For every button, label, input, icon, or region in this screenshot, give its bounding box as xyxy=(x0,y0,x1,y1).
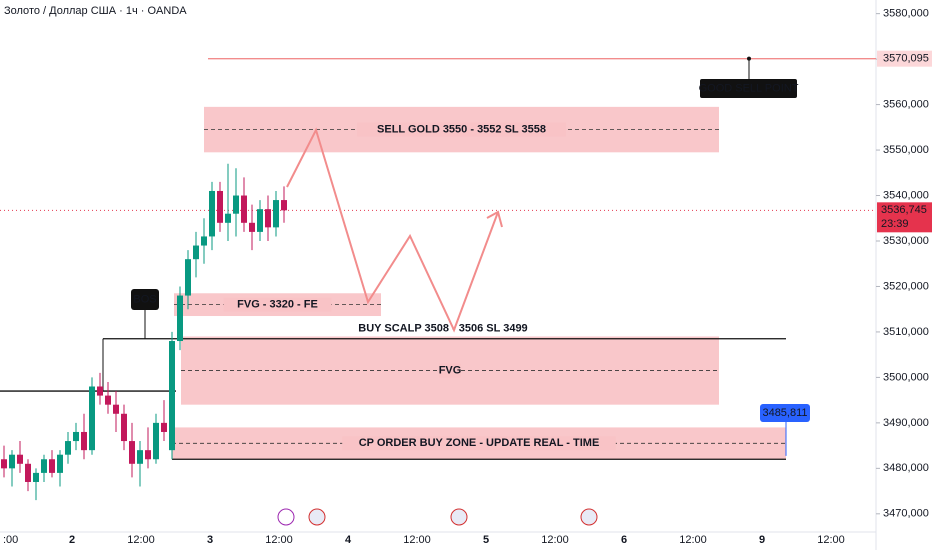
candle-body xyxy=(113,404,119,414)
countdown: 23:39 xyxy=(881,218,909,230)
y-tick-label: 3480,000 xyxy=(883,462,929,474)
x-tick-label: 12:00 xyxy=(817,534,845,546)
candle-body xyxy=(97,386,103,396)
y-tick-label: 3550,000 xyxy=(883,144,929,156)
candle-body xyxy=(281,200,287,211)
y-tick-label: 3520,000 xyxy=(883,280,929,292)
candle-body xyxy=(137,450,143,464)
candle-body xyxy=(193,245,199,260)
x-tick-label: 12:00 xyxy=(127,534,155,546)
y-tick-label: 3530,000 xyxy=(883,235,929,247)
candle-body xyxy=(33,472,39,482)
y-tick-label: 3580,000 xyxy=(883,8,929,20)
event-icon[interactable] xyxy=(580,508,598,526)
x-tick-label: 12:00 xyxy=(403,534,431,546)
candle-body xyxy=(233,195,239,214)
candle-body xyxy=(17,454,23,464)
candle-body xyxy=(9,454,15,469)
candle-body xyxy=(177,295,183,342)
candle-body xyxy=(249,222,255,232)
event-icon[interactable] xyxy=(308,508,326,526)
zone-label-bg xyxy=(439,363,461,378)
zone-label-bg xyxy=(357,122,566,137)
y-tick-label: 3490,000 xyxy=(883,417,929,429)
candle-body xyxy=(25,463,31,482)
x-tick-label: :00 xyxy=(3,534,18,546)
good-sell-box xyxy=(700,79,797,98)
plot: 3580,0003570,0003560,0003550,0003540,000… xyxy=(0,8,932,546)
bos-label: BOS xyxy=(133,293,156,305)
candle-body xyxy=(145,450,151,460)
zone-label: CP ORDER BUY ZONE - UPDATE REAL - TIME xyxy=(359,437,600,449)
candle-body xyxy=(185,259,191,296)
zone-label: FVG xyxy=(439,364,462,376)
candle-body xyxy=(153,422,159,460)
buy-scalp-label: BUY SCALP 3508 - 3506 SL 3499 xyxy=(358,323,527,335)
candle-body xyxy=(65,441,71,455)
candle-body xyxy=(169,341,175,451)
x-tick-label: 3 xyxy=(207,534,213,546)
alert-label: 3485,811 xyxy=(762,407,807,419)
candle-body xyxy=(241,195,247,223)
candle-body xyxy=(129,441,135,464)
y-tick-label: 3510,000 xyxy=(883,326,929,338)
price-tag xyxy=(877,50,932,67)
candle-body xyxy=(217,190,223,223)
x-tick-label: 6 xyxy=(621,534,627,546)
price-tag-label: 3536,745 xyxy=(881,204,927,216)
x-tick-label: 12:00 xyxy=(541,534,569,546)
zone-label-bg xyxy=(342,436,616,451)
good-sell-dot xyxy=(747,56,751,61)
candle-body xyxy=(41,459,47,473)
candle-body xyxy=(105,395,111,405)
candle-body xyxy=(161,422,167,432)
good-sell-label: GOOD SELL POINT xyxy=(699,82,799,94)
candle-body xyxy=(201,236,207,246)
candle-body xyxy=(57,454,63,473)
x-tick-label: 12:00 xyxy=(679,534,707,546)
y-tick-label: 3540,000 xyxy=(883,189,929,201)
candle-body xyxy=(121,413,127,442)
y-tick-label: 3470,000 xyxy=(883,508,929,520)
candle-body xyxy=(257,209,263,232)
event-icon[interactable] xyxy=(450,508,468,526)
candle-body xyxy=(209,190,215,237)
y-tick-label: 3500,000 xyxy=(883,371,929,383)
zone-label: SELL GOLD 3550 - 3552 SL 3558 xyxy=(377,123,546,135)
candle-body xyxy=(225,213,231,223)
alert-box xyxy=(760,404,810,422)
candle-body xyxy=(81,431,87,451)
zone-label-bg xyxy=(223,297,332,312)
x-tick-label: 9 xyxy=(759,534,765,546)
x-tick-label: 12:00 xyxy=(265,534,293,546)
x-tick-label: 5 xyxy=(483,534,489,546)
forecast-arrow xyxy=(486,210,503,228)
y-tick-label: 3560,000 xyxy=(883,98,929,110)
candle-body xyxy=(1,459,7,469)
chart-title: Золото / Доллар США · 1ч · OANDA xyxy=(4,5,187,17)
price-tag xyxy=(877,202,932,233)
zone-label: FVG - 3320 - FE xyxy=(237,299,318,311)
candle-body xyxy=(49,459,55,473)
price-tag-label: 3570,095 xyxy=(883,53,929,65)
candle-body xyxy=(89,386,95,451)
candle-body xyxy=(265,209,271,228)
event-icon[interactable] xyxy=(277,508,295,526)
x-tick-label: 4 xyxy=(345,534,352,546)
candle-body xyxy=(73,431,79,442)
forecast-path xyxy=(286,127,499,333)
x-tick-label: 2 xyxy=(69,534,75,546)
candle-body xyxy=(273,200,279,228)
bos-box xyxy=(131,289,159,310)
